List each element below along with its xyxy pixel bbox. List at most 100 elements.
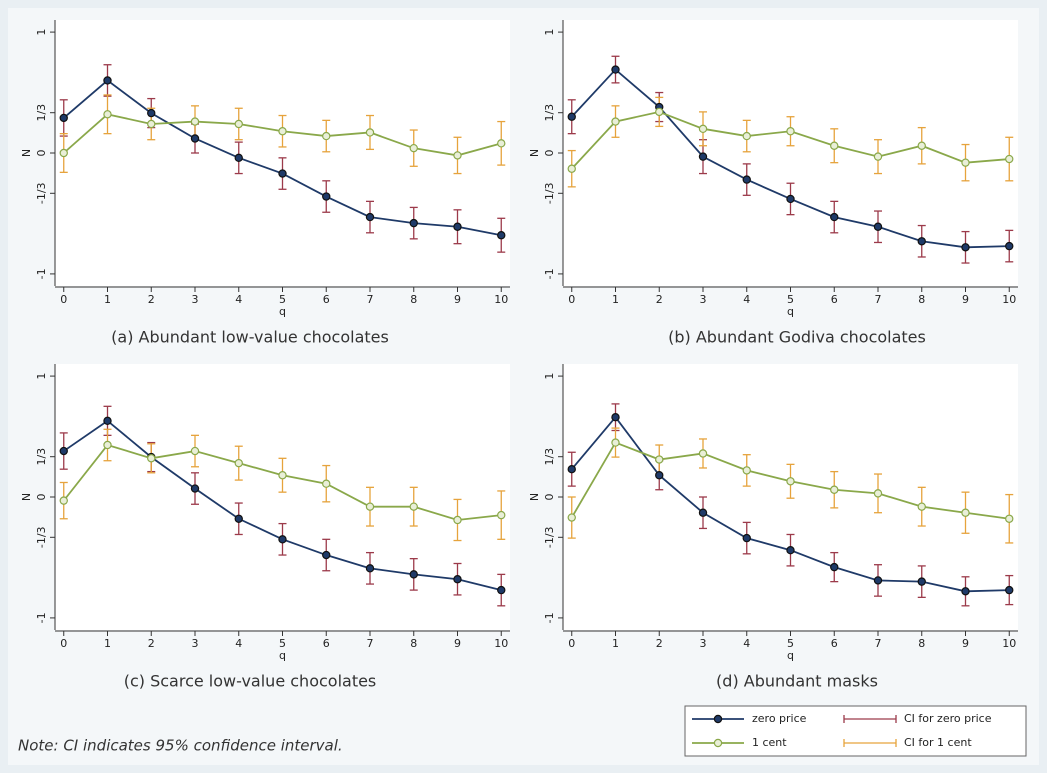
- marker: [322, 131, 331, 141]
- x-tick-label: 0: [60, 637, 67, 650]
- marker: [234, 153, 243, 163]
- x-tick-label: 9: [454, 293, 461, 306]
- panel-caption: (d) Abundant masks: [716, 672, 878, 691]
- legend-box: [684, 705, 1027, 757]
- marker: [409, 143, 418, 153]
- y-tick-label: -1/3: [35, 182, 48, 204]
- marker: [873, 152, 883, 161]
- x-tick-label: 6: [323, 293, 330, 306]
- x-tick-label: 8: [918, 293, 925, 306]
- x-tick-label: 7: [875, 637, 882, 650]
- marker: [322, 550, 331, 560]
- x-tick-label: 9: [962, 637, 969, 650]
- legend-label: 1 cent: [752, 736, 787, 749]
- marker: [103, 110, 112, 119]
- marker: [147, 108, 156, 118]
- plot-area: [55, 364, 510, 630]
- x-tick-label: 9: [962, 293, 969, 306]
- y-tick-label: 1/3: [543, 448, 556, 466]
- marker: [147, 454, 156, 463]
- marker: [567, 513, 576, 522]
- marker: [190, 446, 200, 456]
- x-axis-label: q: [787, 649, 794, 662]
- marker: [655, 471, 664, 480]
- x-tick-label: 1: [104, 637, 111, 650]
- panel-caption: (c) Scarce low-value chocolates: [124, 672, 377, 691]
- marker: [611, 117, 620, 126]
- marker: [742, 131, 751, 141]
- x-axis-label: q: [787, 305, 794, 318]
- y-axis-label: N: [528, 149, 541, 157]
- marker: [365, 502, 375, 511]
- marker: [961, 243, 970, 252]
- marker: [59, 148, 68, 158]
- marker: [103, 76, 112, 85]
- note: Note: CI indicates 95% confidence interv…: [18, 737, 343, 755]
- marker: [453, 222, 462, 231]
- y-tick-label: -1: [543, 612, 556, 623]
- marker: [611, 65, 620, 74]
- marker: [409, 218, 418, 228]
- marker: [698, 449, 708, 458]
- x-tick-label: 2: [656, 637, 663, 650]
- y-tick-label: 1: [543, 29, 556, 36]
- y-tick-label: 1: [35, 373, 48, 380]
- marker: [655, 107, 664, 117]
- y-tick-label: 0: [543, 150, 556, 157]
- marker: [742, 533, 751, 543]
- marker: [961, 587, 970, 596]
- marker: [917, 237, 926, 246]
- x-tick-label: 6: [831, 293, 838, 306]
- marker: [365, 564, 375, 573]
- marker: [190, 134, 200, 143]
- marker: [742, 175, 751, 184]
- panel-caption: (b) Abundant Godiva chocolates: [668, 328, 926, 347]
- y-tick-label: -1: [35, 612, 48, 623]
- marker: [873, 576, 883, 585]
- x-tick-label: 0: [60, 293, 67, 306]
- marker: [567, 112, 576, 121]
- x-tick-label: 10: [494, 637, 508, 650]
- x-tick-label: 8: [410, 293, 417, 306]
- y-tick-label: 1/3: [35, 448, 48, 466]
- x-tick-label: 0: [568, 293, 575, 306]
- y-tick-label: -1/3: [543, 526, 556, 548]
- x-tick-label: 8: [918, 637, 925, 650]
- x-tick-label: 1: [612, 637, 619, 650]
- marker: [917, 577, 926, 586]
- marker: [786, 477, 795, 486]
- y-tick-label: 0: [543, 494, 556, 501]
- marker: [611, 438, 620, 447]
- marker: [655, 455, 664, 464]
- marker: [611, 413, 620, 422]
- y-axis-label: N: [528, 493, 541, 501]
- x-tick-label: 9: [454, 637, 461, 650]
- marker: [873, 489, 883, 498]
- x-tick-label: 4: [235, 293, 242, 306]
- marker: [1005, 585, 1014, 595]
- legend-marker: [713, 738, 723, 748]
- y-tick-label: -1/3: [543, 182, 556, 204]
- marker: [1005, 154, 1014, 164]
- marker: [59, 113, 68, 123]
- x-tick-label: 3: [700, 293, 707, 306]
- marker: [497, 139, 506, 148]
- x-tick-label: 1: [612, 293, 619, 306]
- marker: [365, 128, 375, 137]
- x-tick-label: 6: [831, 637, 838, 650]
- y-tick-label: 1/3: [543, 104, 556, 122]
- marker: [961, 158, 970, 167]
- x-tick-label: 5: [787, 293, 794, 306]
- marker: [1005, 514, 1014, 523]
- marker: [234, 514, 243, 523]
- x-tick-label: 3: [192, 293, 199, 306]
- x-axis-label: q: [279, 305, 286, 318]
- marker: [917, 502, 926, 511]
- marker: [917, 141, 926, 150]
- y-tick-label: 1: [35, 29, 48, 36]
- x-tick-label: 5: [787, 637, 794, 650]
- marker: [322, 479, 331, 488]
- marker: [698, 152, 708, 161]
- x-tick-label: 4: [235, 637, 242, 650]
- marker: [830, 562, 839, 572]
